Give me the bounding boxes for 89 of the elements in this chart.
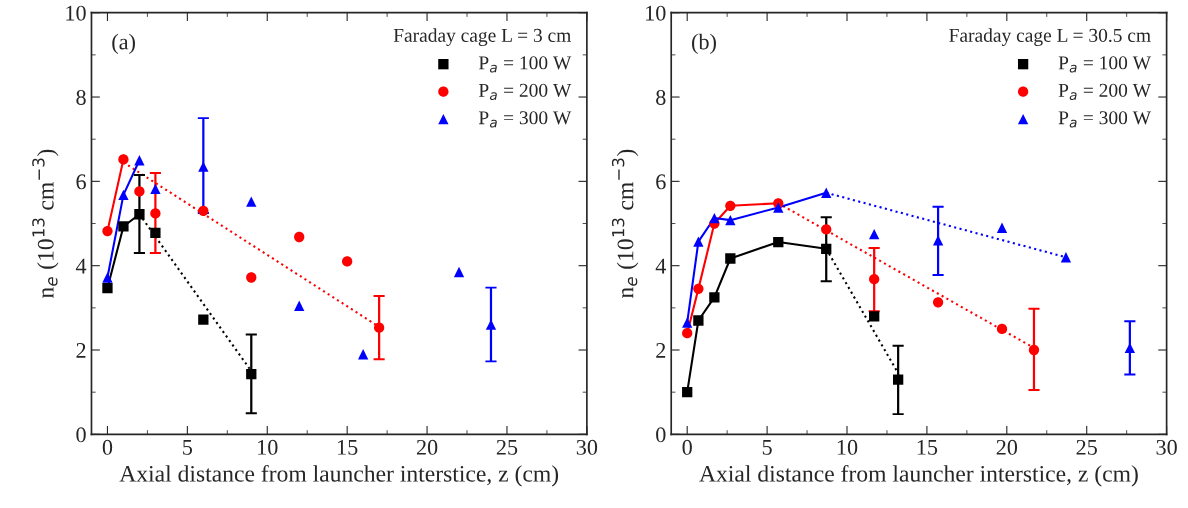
point: [821, 224, 832, 235]
point: [150, 208, 161, 219]
point: [373, 322, 385, 333]
point: [198, 314, 209, 325]
x-axis-title: Axial distance from launcher interstice, z (cm): [119, 464, 559, 487]
y-tick-label: 4: [655, 258, 667, 274]
point: [102, 225, 113, 237]
x-tick-label: 20: [416, 439, 438, 455]
point: [134, 155, 145, 166]
y-tick-label: 2: [76, 343, 86, 358]
point: [693, 283, 704, 295]
y-tick-label: 10: [66, 5, 86, 21]
point: [892, 374, 904, 385]
y-tick-label: 6: [76, 174, 86, 190]
point: [134, 186, 145, 197]
point: [1028, 344, 1040, 356]
point: [102, 282, 113, 294]
x-tick-label: 15: [338, 439, 358, 455]
point: [682, 317, 693, 328]
x-tick-label: 30: [1156, 439, 1177, 455]
y-axis-title: n$_{e}$ (10$^{13}$ cm$^{−3}$): [611, 149, 639, 299]
y-tick-label: 2: [656, 343, 666, 358]
point: [773, 236, 784, 248]
point: [118, 189, 129, 200]
point: [869, 311, 880, 322]
point: [725, 200, 736, 211]
point: [1060, 252, 1072, 263]
point: [150, 183, 161, 195]
x-tick-label: 25: [1076, 439, 1097, 455]
point: [996, 323, 1008, 335]
point: [693, 315, 704, 326]
point: [709, 292, 720, 303]
point: [134, 209, 145, 220]
x-tick-label: 30: [576, 439, 598, 455]
legend-label: P$_{a}$ = 100 W: [478, 56, 572, 73]
legend-label: P$_{a}$ = 300 W: [1058, 111, 1152, 128]
y-tick-label: 4: [75, 258, 87, 274]
legend-label: P$_{a}$ = 200 W: [478, 83, 572, 101]
point: [294, 300, 305, 311]
x-axis-title: Axial distance from launcher interstice, z (cm): [699, 464, 1138, 487]
point: [198, 205, 209, 217]
point: [198, 161, 209, 172]
point: [693, 236, 704, 247]
point: [682, 387, 693, 398]
x-tick-label: 5: [183, 440, 193, 455]
legend-label: P$_{a}$ = 300 W: [478, 111, 572, 128]
y-tick-label: 8: [656, 89, 666, 105]
legend-label: P$_{a}$ = 100 W: [1058, 56, 1152, 73]
x-tick-label: 10: [837, 439, 858, 455]
x-tick-label: 0: [102, 439, 113, 455]
point: [996, 222, 1008, 233]
point: [709, 212, 720, 224]
point: [246, 196, 257, 207]
x-tick-label: 15: [917, 439, 938, 455]
point: [150, 227, 161, 238]
point: [821, 187, 832, 198]
y-axis-title: n$_{e}$ (10$^{13}$ cm$^{−3}$): [32, 149, 59, 299]
legend-title: Faraday cage L = 3 cm: [393, 28, 572, 46]
x-tick-label: 0: [682, 439, 692, 455]
point: [294, 231, 305, 243]
x-tick-label: 20: [996, 439, 1018, 455]
point: [118, 154, 129, 165]
point: [682, 328, 693, 339]
legend-label: P$_{a}$ = 200 W: [1058, 83, 1152, 101]
y-tick-label: 10: [646, 5, 666, 21]
point: [773, 202, 784, 213]
point: [932, 297, 944, 308]
x-tick-label: 10: [258, 439, 278, 455]
text: (b): [692, 33, 716, 54]
point: [246, 272, 257, 283]
point: [821, 243, 832, 254]
point: [118, 221, 129, 232]
x-tick-label: 5: [762, 440, 772, 455]
y-tick-label: 6: [656, 174, 666, 190]
point: [869, 228, 880, 240]
text: (a): [112, 33, 135, 54]
point: [725, 253, 736, 264]
point: [725, 215, 736, 226]
y-tick-label: 0: [76, 427, 86, 443]
x-tick-label: 25: [496, 439, 518, 455]
point: [342, 256, 353, 267]
point: [869, 274, 880, 285]
point: [453, 266, 465, 278]
point: [357, 349, 369, 360]
y-tick-label: 8: [76, 89, 86, 105]
legend-title: Faraday cage L = 30.5 cm: [949, 28, 1151, 46]
y-tick-label: 0: [656, 427, 666, 443]
point: [102, 272, 113, 283]
point: [246, 368, 257, 380]
